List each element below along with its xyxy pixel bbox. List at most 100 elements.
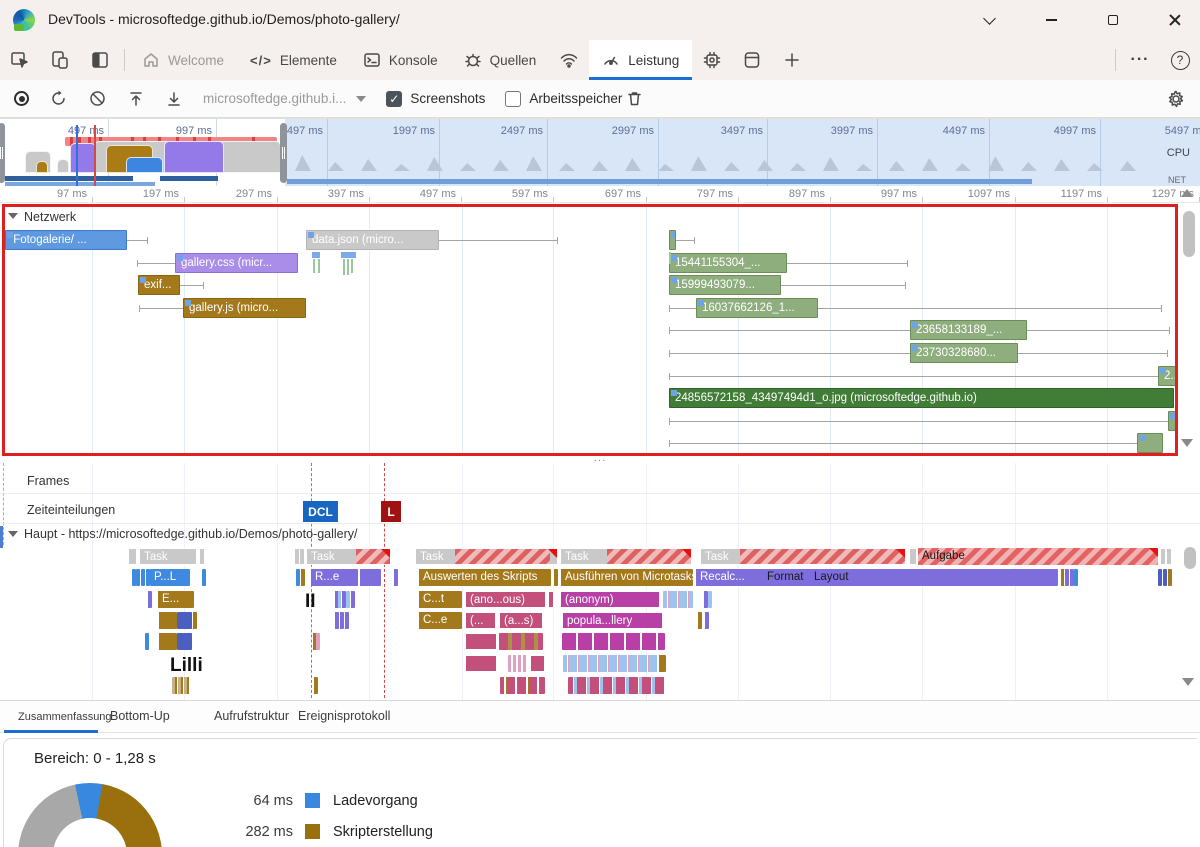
dock-side-icon[interactable] [80,40,120,80]
help-icon[interactable]: ? [1160,50,1200,70]
close-button[interactable] [1160,8,1190,32]
flame-bar[interactable]: Format [767,571,804,583]
flame-tick[interactable] [136,569,140,586]
dcl-badge[interactable]: DCL [303,501,338,522]
more-tabs-plus-icon[interactable] [772,40,812,80]
collapse-main-icon[interactable] [8,531,18,537]
flame-tick[interactable] [568,677,665,694]
flame-tick[interactable] [158,633,177,650]
collapse-network-icon[interactable] [8,213,18,219]
flame-tick[interactable] [1166,548,1172,565]
flame-bar[interactable]: popula...llery [562,612,663,629]
network-request-bar[interactable] [1168,410,1176,431]
flame-tick[interactable] [334,612,339,629]
tab-elements[interactable]: </> Elemente [237,40,350,80]
flame-tick[interactable] [1074,569,1078,586]
flame-tick[interactable] [341,591,346,608]
flame-tick[interactable] [1167,569,1172,586]
flame-bar[interactable]: Task [415,548,558,565]
flame-bar[interactable]: Layout [814,571,849,583]
flame-scroll-down-icon[interactable] [1182,678,1194,686]
timeline-overview[interactable]: 497 ms 997 ms 1497 ms 1997 ms 2497 ms 2997 ms… [0,118,1200,186]
flame-tick[interactable] [663,591,693,608]
app-drawer-icon[interactable] [732,40,772,80]
flame-tick[interactable] [909,548,917,565]
network-request-bar[interactable]: 23730328680... [910,343,1018,363]
network-request-bar[interactable]: data.json (micro... [306,230,439,250]
maximize-button[interactable] [1098,8,1128,32]
flame-bar[interactable]: (ano...ous) [465,591,546,608]
load-profile-icon[interactable] [127,90,145,108]
flame-tick[interactable] [500,677,545,694]
flame-tick[interactable] [658,655,666,672]
flame-bar[interactable]: (... [465,612,496,629]
flame-tick[interactable] [704,612,709,629]
flame-tick[interactable] [192,612,197,629]
flame-tick[interactable] [338,591,342,608]
flame-tick[interactable] [199,548,205,565]
flame-bar[interactable]: C...t [418,591,462,608]
flame-bar[interactable]: II [305,591,316,608]
network-scrollbar-thumb[interactable] [1183,211,1195,257]
details-tab-zusammenfassung[interactable]: Zusammenfassung [18,711,112,723]
flame-tick[interactable] [339,612,344,629]
network-request-bar[interactable]: gallery.js (micro... [183,297,306,318]
garbage-collect-trash-icon[interactable] [626,90,643,107]
window-menu-chevron-icon[interactable] [974,8,1004,32]
flame-tick[interactable] [548,591,554,608]
flame-tick[interactable] [1069,569,1074,586]
flame-tick[interactable] [158,612,177,629]
network-request-bar[interactable]: 2... [1158,365,1176,386]
flame-tick[interactable] [465,655,497,672]
flame-bar[interactable]: (a...s) [499,612,543,629]
network-conditions-wifi-icon[interactable] [549,40,589,80]
flame-tick[interactable] [146,569,150,586]
flame-bar[interactable]: Task [560,548,692,565]
flame-tick[interactable] [316,633,320,650]
flame-bar[interactable]: E... [157,591,194,608]
network-request-bar[interactable]: gallery.css (micr... [175,252,298,273]
flame-bar[interactable]: Task [700,548,906,565]
flame-tick[interactable] [1160,548,1166,565]
flame-tick[interactable] [132,569,136,586]
flame-tick[interactable] [1158,569,1162,586]
flame-tick[interactable] [177,612,192,629]
flame-tick[interactable] [499,633,543,650]
network-request-bar[interactable]: 'Fotogalerie/ ... [5,230,127,250]
flame-bar[interactable]: Aufgabe [918,548,1158,565]
inspect-element-icon[interactable] [0,40,40,80]
capture-settings-gear-icon[interactable] [1166,89,1186,109]
flame-bar[interactable]: Ausführen von Microtasks [560,569,693,586]
flame-tick[interactable] [202,569,206,586]
flame-scrollbar-thumb[interactable] [1184,547,1196,569]
memory-checkbox[interactable] [505,90,522,107]
network-request-bar[interactable]: 23658133189_... [910,320,1027,341]
flame-tick[interactable] [1064,569,1069,586]
load-badge[interactable]: L [381,501,401,522]
network-scroll-up-icon[interactable] [1181,189,1193,197]
flame-bar[interactable]: Auswerten des Skripts [418,569,551,586]
tab-sources[interactable]: Quellen [451,40,550,80]
more-options-icon[interactable]: ··· [1130,51,1150,68]
flame-tick[interactable] [346,591,350,608]
flame-tick[interactable] [508,655,528,672]
network-request-bar[interactable]: 16037662126_1... [696,297,818,318]
flame-bar[interactable]: (anonym) [560,591,660,608]
overview-left-handle[interactable] [0,123,5,183]
flame-tick[interactable] [563,655,658,672]
details-tab-aufrufstruktur[interactable]: Aufrufstruktur [214,709,290,723]
record-button[interactable] [14,91,29,106]
profile-select[interactable]: microsoftedge.github.i... [203,91,367,106]
cpu-chip-icon[interactable] [692,40,732,80]
details-tab-bottom-up[interactable]: Bottom-Up [110,709,170,723]
flame-bar[interactable]: Task [306,548,391,565]
flame-tick[interactable] [530,655,545,672]
device-emulation-icon[interactable] [40,40,80,80]
flame-bar[interactable]: R...e [310,569,358,586]
flame-bar[interactable]: Lilli [170,655,203,672]
save-profile-icon[interactable] [165,90,183,108]
flame-tick[interactable] [147,591,152,608]
flame-tick[interactable] [334,591,339,608]
flame-tick[interactable] [177,633,192,650]
flame-tick[interactable] [1060,569,1065,586]
